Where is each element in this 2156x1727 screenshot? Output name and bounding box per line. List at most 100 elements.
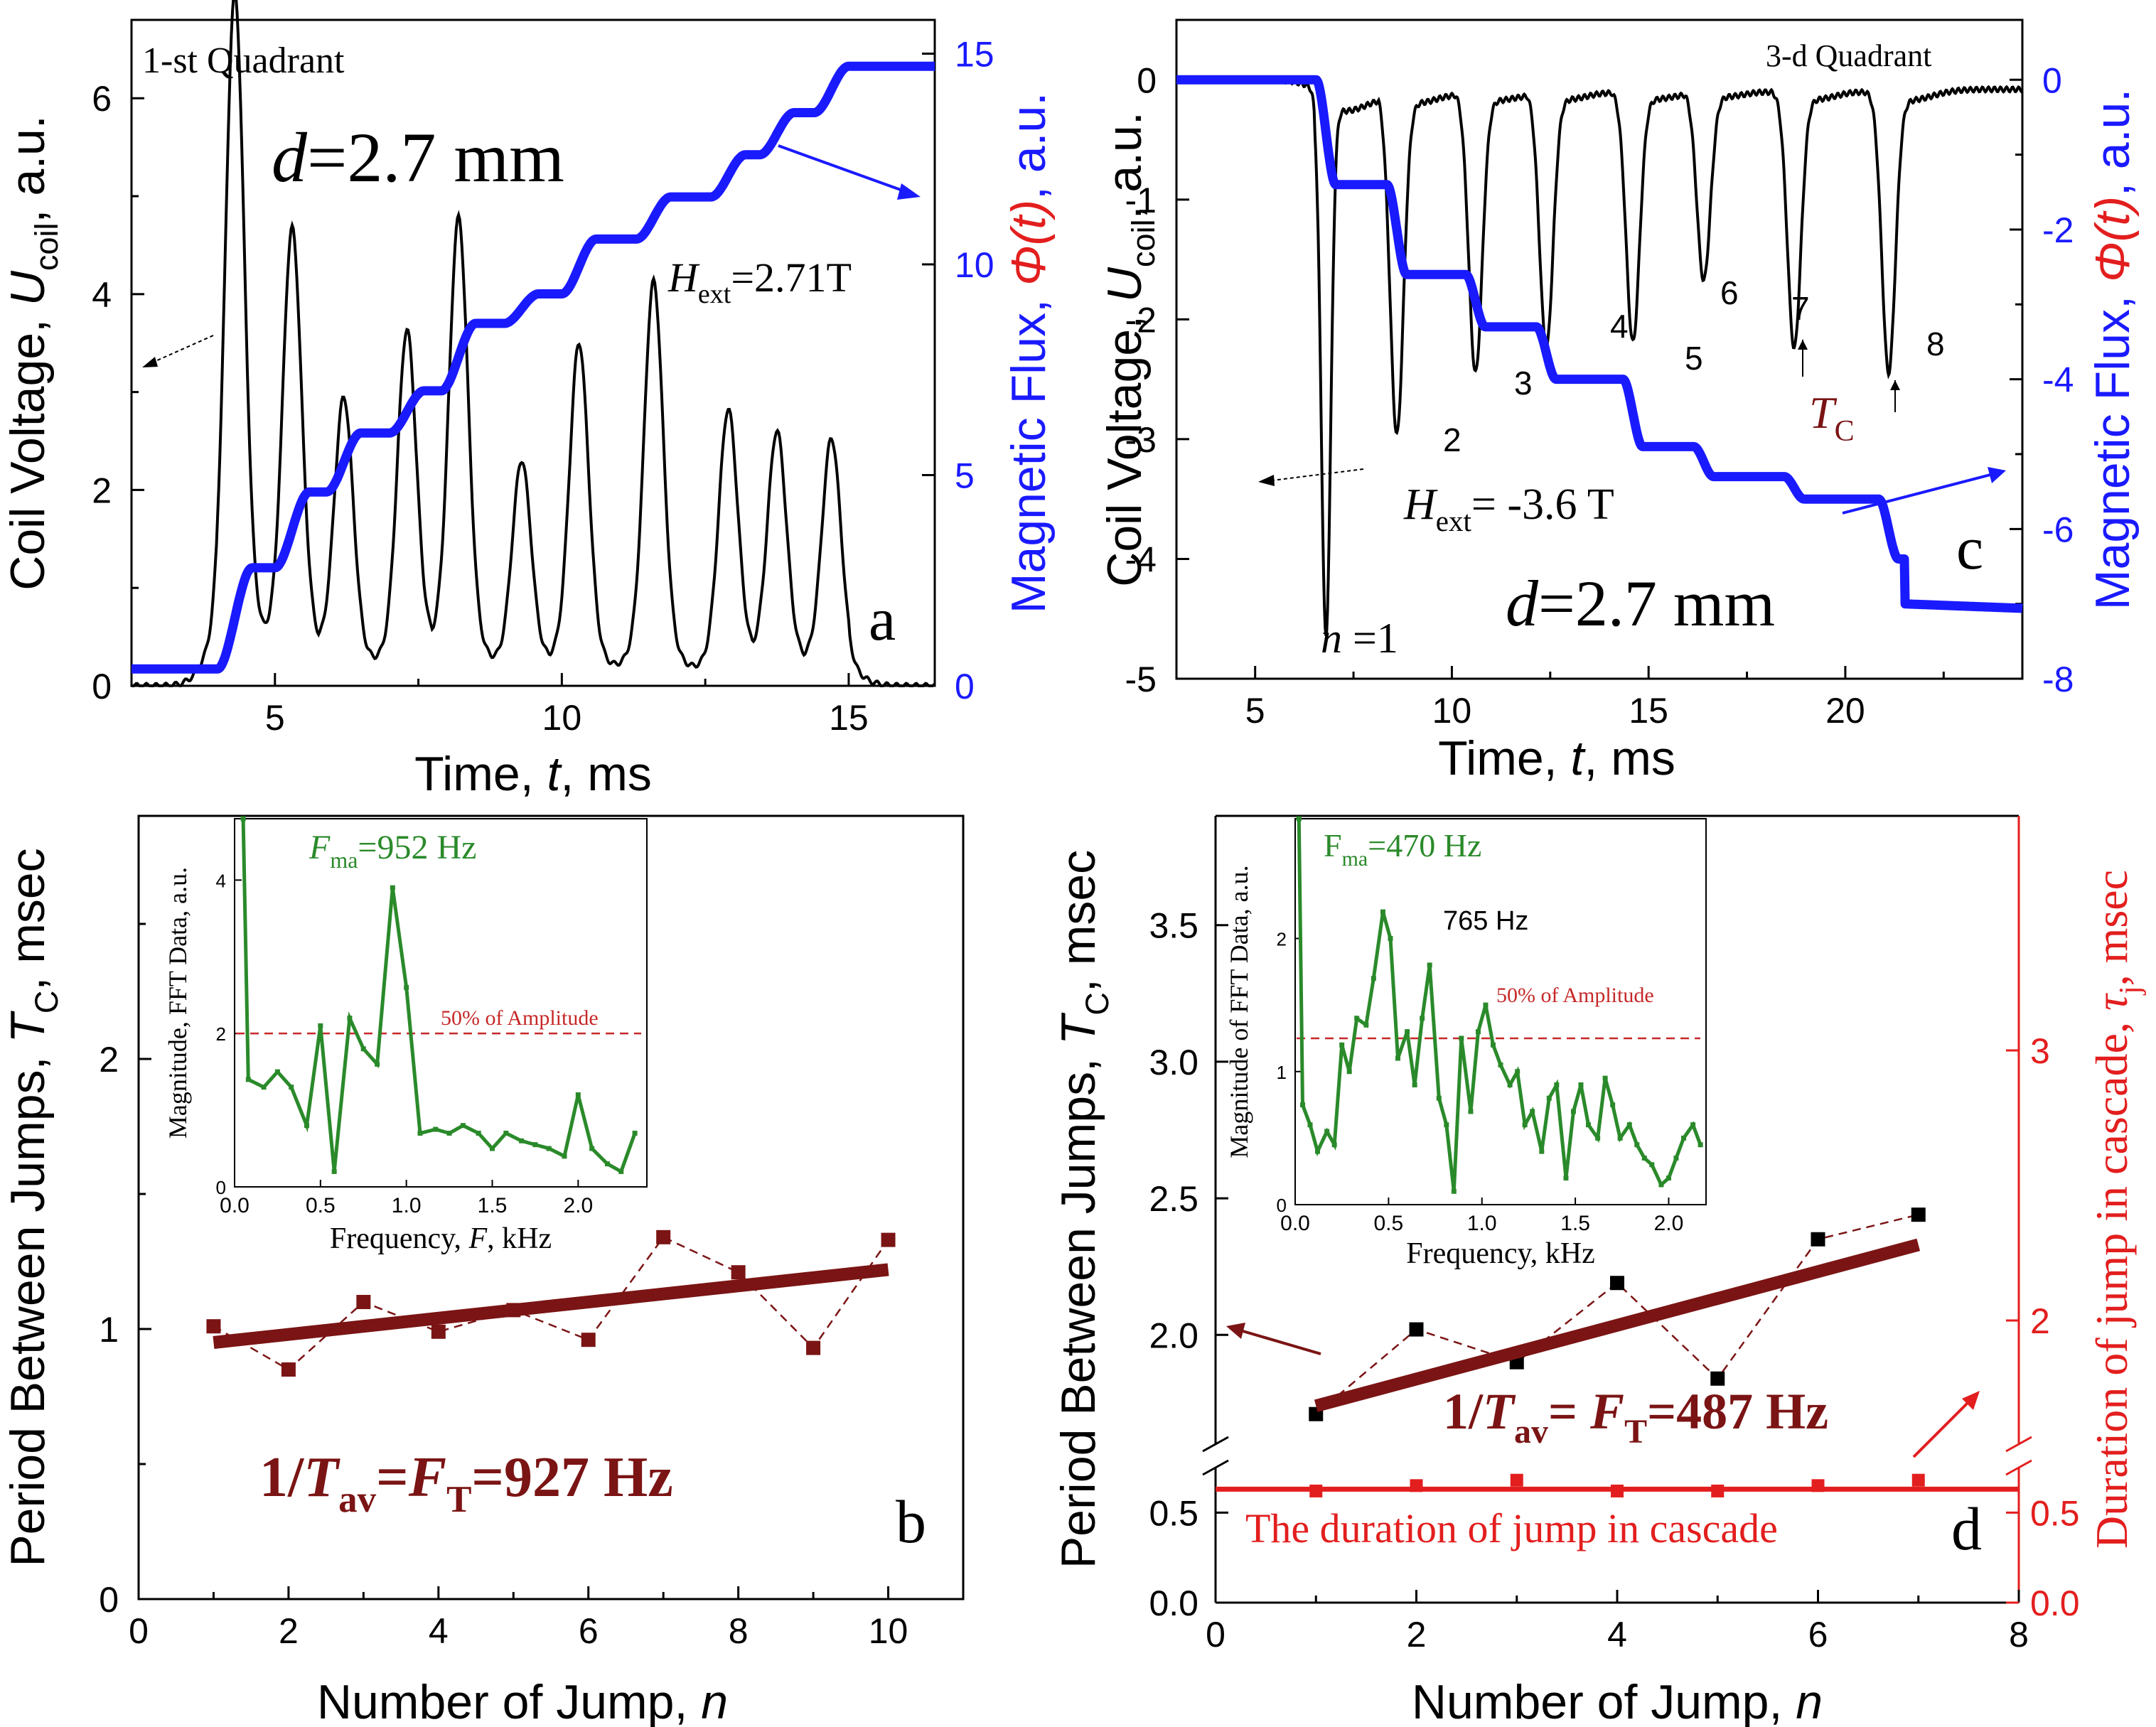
x-axis-title: Time, t, ms: [1438, 731, 1675, 785]
duration-point: [1711, 1484, 1725, 1497]
y-tick-label: 1: [99, 1310, 119, 1350]
spectrum-point: [1427, 962, 1432, 968]
spectrum-point: [446, 1130, 452, 1136]
label-part: Period Between Jumps,: [1051, 1045, 1105, 1569]
inset-x-tick-label: 0.5: [306, 1194, 336, 1217]
spectrum-point: [1498, 1062, 1503, 1067]
arrow-head: [897, 183, 921, 200]
inset-y-tick-label: 4: [216, 870, 226, 891]
spectrum-point: [1546, 1095, 1552, 1101]
spectrum-point: [1300, 1102, 1306, 1108]
spectrum-point: [604, 1161, 610, 1167]
panel-label: a: [869, 585, 896, 653]
spectrum-point: [1331, 1142, 1337, 1148]
threshold-label: 50% of Amplitude: [1496, 984, 1654, 1007]
spectrum-point: [1475, 1029, 1481, 1035]
inset-x-tick-label: 2.0: [1654, 1212, 1684, 1235]
spectrum-point: [1610, 1102, 1616, 1108]
threshold-label: 50% of Amplitude: [441, 1006, 599, 1030]
spectrum-point: [1641, 1155, 1647, 1161]
spectrum-point: [589, 1146, 595, 1151]
y2-tick-label: -6: [2042, 510, 2074, 549]
label-part: Coil Voltage,: [1, 306, 55, 591]
label-part: t: [1571, 731, 1587, 785]
flux-axis-arrow: [1842, 473, 1991, 515]
x-tick-label: 10: [1432, 691, 1472, 731]
jump-label: n =1: [1321, 615, 1398, 662]
y-tick-label: -1: [1125, 181, 1157, 220]
data-point: [1409, 1322, 1424, 1337]
spectrum-point: [490, 1146, 495, 1151]
label-part: =487 Hz: [1647, 1383, 1828, 1440]
data-point: [806, 1340, 821, 1355]
spectrum-point: [1339, 1042, 1345, 1048]
axis-break: [2005, 1436, 2032, 1453]
peak-label: Fma=470 Hz: [1324, 827, 1481, 871]
y-tick-label: 2.0: [1149, 1316, 1198, 1355]
y-tick-label: 0.0: [1149, 1583, 1198, 1623]
y2-tick-label: 0.5: [2030, 1493, 2080, 1533]
label-part: =2.71T: [731, 254, 852, 301]
spectrum-point: [274, 1069, 280, 1075]
data-point: [881, 1232, 896, 1247]
x-tick-label: 8: [729, 1611, 749, 1651]
spectrum-point: [1617, 1135, 1623, 1141]
x-tick-label: 15: [829, 698, 869, 738]
arrow-head: [1258, 475, 1275, 486]
spectrum-point: [1459, 1035, 1464, 1041]
inset-y-tick-label: 1: [1277, 1062, 1287, 1083]
label-part: =952 Hz: [358, 829, 476, 866]
label-part: n: [701, 1675, 728, 1727]
peak-label: Fma=952 Hz: [309, 829, 476, 873]
duration-label: The duration of jump in cascade: [1245, 1505, 1778, 1551]
inset-frame: [234, 818, 648, 1188]
y2-tick-label: -8: [2042, 660, 2074, 699]
quadrant-label: 3-d Quadrant: [1766, 38, 1931, 73]
jump-label: 6: [1720, 274, 1739, 311]
arrow-head: [142, 357, 158, 367]
spectrum-point: [562, 1153, 567, 1159]
inset-y-tick-label: 0: [1277, 1195, 1287, 1216]
spectrum-point: [1315, 1148, 1321, 1154]
label-part: , a.u.: [1098, 112, 1152, 219]
spectrum-point: [1666, 1175, 1671, 1181]
y2-tick-label: 2: [2030, 1301, 2050, 1341]
flux-curve: [128, 61, 938, 674]
label-part: coil: [1125, 219, 1162, 267]
spectrum-point: [1515, 1069, 1521, 1075]
y2-tick-label: 0: [2042, 60, 2062, 100]
inset-x-tick-label: 0.5: [1374, 1212, 1404, 1235]
label-part: T: [1, 1011, 55, 1043]
label-part: d: [1506, 567, 1539, 640]
label-part: C: [28, 991, 65, 1014]
spectrum-point: [1602, 1075, 1608, 1081]
jump-label: 7: [1791, 290, 1810, 327]
spectrum-point: [1507, 1082, 1513, 1087]
spectrum-point: [331, 1168, 337, 1174]
label-part: Time,: [414, 747, 547, 801]
y-tick-label: 3.5: [1149, 906, 1198, 946]
label-part: , a.u.: [2086, 89, 2140, 196]
inset-x-tick-label: 1.5: [1560, 1212, 1590, 1235]
label-part: ma: [1342, 847, 1368, 871]
label-part: T: [1483, 1383, 1516, 1440]
spectrum-point: [1578, 1082, 1584, 1087]
label-part: j: [2114, 986, 2147, 996]
panel-label: b: [896, 1487, 926, 1556]
x-axis-title: Number of Jump, n: [1412, 1675, 1823, 1727]
label-part: τ: [2086, 993, 2137, 1011]
label-part: Φ(t): [2086, 196, 2140, 282]
quadrant-label: 1-st Quadrant: [142, 41, 345, 81]
spectrum-point: [1522, 1122, 1528, 1128]
label-part: =2.7 mm: [1538, 567, 1775, 640]
label-part: Magnetic Flux,: [2086, 282, 2140, 610]
inset-y-tick-label: 2: [1277, 929, 1287, 950]
axis-break: [2005, 1459, 2032, 1476]
plot-frame: [130, 18, 936, 687]
jump-label: 4: [1610, 308, 1629, 345]
spectrum-point: [404, 984, 409, 990]
y2-tick-label: 0: [955, 667, 975, 706]
data-point: [281, 1362, 296, 1377]
